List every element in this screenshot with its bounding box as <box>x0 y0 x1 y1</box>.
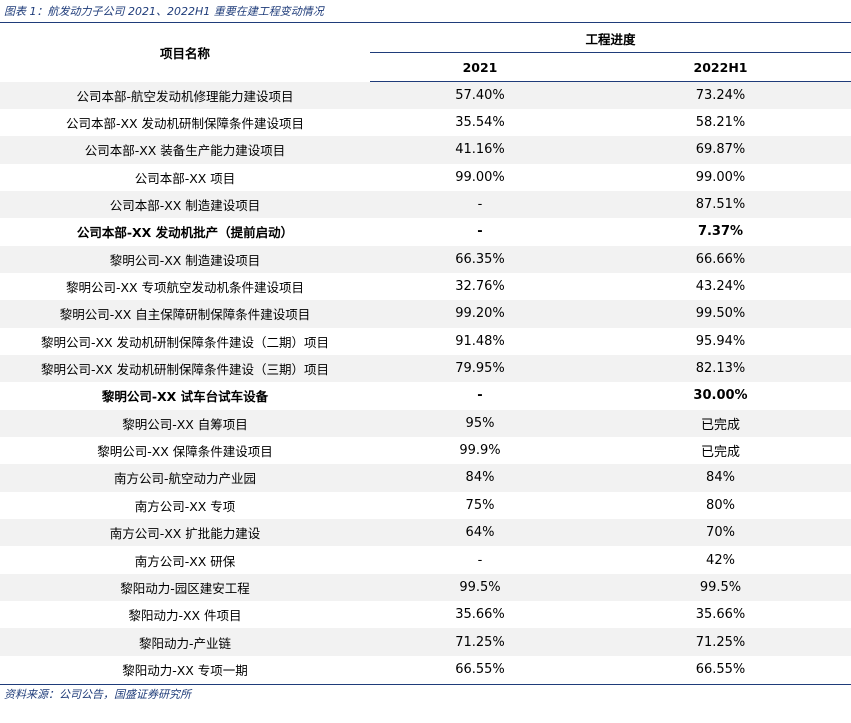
project-name: 南方公司-XX 扩批能力建设 <box>0 519 370 547</box>
project-name: 黎阳动力-产业链 <box>0 628 370 656</box>
progress-cell: 69.87% <box>590 136 851 164</box>
progress-cell: 35.66% <box>455 607 505 623</box>
project-name: 黎明公司-XX 保障条件建设项目 <box>97 444 273 460</box>
progress-cell: 58.21% <box>695 115 746 131</box>
header-cell: 2021 <box>370 52 590 82</box>
table-row: 黎明公司-XX 保障条件建设项目 99.9% 已完成 <box>0 437 851 464</box>
progress-cell: 99.20% <box>370 300 590 328</box>
project-name: 公司本部-XX 发动机批产（提前启动） <box>76 225 294 241</box>
table-row: 南方公司-XX 研保 - 42% <box>0 546 851 573</box>
progress-cell: 99.50% <box>590 300 851 328</box>
table-row: 公司本部-XX 项目 99.00% 99.00% <box>0 164 851 191</box>
header-cell: 工程进度 <box>370 24 851 53</box>
project-name: 黎明公司-XX 自主保障研制保障条件建设项目 <box>0 300 370 328</box>
progress-cell: 99.00% <box>455 169 505 185</box>
title: 图表 1：航发动力子公司 2021、2022H1 重要在建工程变动情况 <box>4 5 324 18</box>
table-row: 黎明公司-XX 发动机研制保障条件建设（二期）项目 91.48% 95.94% <box>0 328 851 355</box>
progress-cell: 99.00% <box>695 169 746 185</box>
progress-cell: 57.40% <box>370 81 590 109</box>
table-row: 公司本部-XX 装备生产能力建设项目 41.16% 69.87% <box>0 136 851 164</box>
table-row: 黎阳动力-XX 件项目 35.66% 35.66% <box>0 601 851 628</box>
progress-cell: 70% <box>590 519 851 547</box>
source: 资料来源：公司公告，国盛证券研究所 <box>4 688 191 701</box>
table-row: 黎明公司-XX 自筹项目 95% 已完成 <box>0 409 851 437</box>
progress-cell: - <box>477 552 483 568</box>
progress-cell: - <box>370 190 590 219</box>
table-row: 黎明公司-XX 自主保障研制保障条件建设项目 99.20% 99.50% <box>0 300 851 328</box>
table-row: 黎明公司-XX 制造建设项目 66.35% 66.66% <box>0 245 851 273</box>
table-row: 黎明公司-XX 试车台试车设备 - 30.00% <box>0 382 851 409</box>
progress-cell: 66.55% <box>455 661 505 677</box>
table-row: 黎明公司-XX 发动机研制保障条件建设（三期）项目 79.95% 82.13% <box>0 354 851 383</box>
progress-cell: 99.5% <box>590 573 851 602</box>
project-name: 黎明公司-XX 发动机研制保障条件建设（三期）项目 <box>0 354 370 383</box>
project-name: 公司本部-XX 发动机研制保障条件建设项目 <box>65 116 305 132</box>
progress-cell: 75% <box>465 497 495 513</box>
progress-cell: 32.76% <box>455 279 505 295</box>
table-row: 公司本部-XX 发动机研制保障条件建设项目 35.54% 58.21% <box>0 109 851 136</box>
progress-cell: 84% <box>590 464 851 492</box>
progress-cell: 66.35% <box>370 245 590 273</box>
project-name: 南方公司-航空动力产业园 <box>0 464 370 492</box>
progress-cell: 99.9% <box>459 443 501 459</box>
table-body: 公司本部-航空发动机修理能力建设项目 57.40% 73.24% 公司本部-XX 发动… <box>0 81 851 684</box>
progress-cell: 99.5% <box>370 573 590 602</box>
progress-cell: 35.54% <box>455 115 505 131</box>
table-row: 黎阳动力-XX 专项一期 66.55% 66.55% <box>0 656 851 683</box>
project-name: 公司本部-XX 装备生产能力建设项目 <box>0 136 370 164</box>
project-name: 黎明公司-XX 专项航空发动机条件建设项目 <box>65 280 305 296</box>
progress-cell: 95% <box>370 409 590 437</box>
progress-cell: 43.24% <box>695 279 746 295</box>
project-name: 黎明公司-XX 自筹项目 <box>0 409 370 437</box>
table: 项目名称 工程进度 2021 2022H1 公司本部-航空发动机修理能力建设项目… <box>0 24 851 683</box>
progress-cell: 79.95% <box>370 354 590 383</box>
table-row: 南方公司-XX 扩批能力建设 64% 70% <box>0 519 851 547</box>
progress-cell: 66.66% <box>590 245 851 273</box>
project-name: 南方公司-XX 专项 <box>134 498 236 514</box>
table-row: 南方公司-航空动力产业园 84% 84% <box>0 464 851 492</box>
table-row: 黎阳动力-产业链 71.25% 71.25% <box>0 628 851 656</box>
progress-cell: 87.51% <box>590 190 851 219</box>
progress-cell: - <box>477 388 483 404</box>
table-row: 公司本部-XX 发动机批产（提前启动） - 7.37% <box>0 218 851 245</box>
progress-cell: 已完成 <box>590 409 851 437</box>
project-name: 公司本部-XX 制造建设项目 <box>0 190 370 219</box>
progress-cell: 84% <box>370 464 590 492</box>
table-row: 南方公司-XX 专项 75% 80% <box>0 492 851 519</box>
rule <box>0 684 851 685</box>
progress-cell: 82.13% <box>590 354 851 383</box>
progress-cell: 91.48% <box>455 333 505 349</box>
table-row: 公司本部-XX 制造建设项目 -87.51% <box>0 190 851 219</box>
progress-cell: 80% <box>706 497 735 513</box>
progress-cell: 30.00% <box>693 388 748 404</box>
progress-cell: 64% <box>370 519 590 547</box>
project-name: 公司本部-XX 项目 <box>134 170 236 186</box>
progress-cell: 66.55% <box>695 661 746 677</box>
progress-cell: 71.25% <box>370 628 590 656</box>
progress-cell: 95.94% <box>695 333 746 349</box>
project-name: 黎阳动力-XX 专项一期 <box>122 662 248 678</box>
table-row: 黎阳动力-园区建安工程 99.5% 99.5% <box>0 573 851 602</box>
project-name: 黎阳动力-园区建安工程 <box>0 573 370 602</box>
progress-cell: 7.37% <box>697 224 744 240</box>
project-name: 黎明公司-XX 发动机研制保障条件建设（二期）项目 <box>40 334 330 350</box>
progress-cell: 41.16% <box>370 136 590 164</box>
progress-cell: 73.24% <box>590 81 851 109</box>
progress-cell: 71.25% <box>590 628 851 656</box>
project-name: 黎明公司-XX 制造建设项目 <box>0 245 370 273</box>
project-name: 南方公司-XX 研保 <box>134 553 236 569</box>
project-name: 公司本部-航空发动机修理能力建设项目 <box>0 81 370 109</box>
progress-cell: 35.66% <box>695 607 746 623</box>
progress-cell: 42% <box>706 552 735 568</box>
header-cell: 2022H1 <box>590 52 851 82</box>
header-cell: 项目名称 <box>159 46 210 62</box>
project-name: 黎明公司-XX 试车台试车设备 <box>101 389 269 405</box>
rule <box>0 22 851 23</box>
progress-cell: - <box>477 224 483 240</box>
table-row: 黎明公司-XX 专项航空发动机条件建设项目 32.76% 43.24% <box>0 273 851 300</box>
project-name: 黎阳动力-XX 件项目 <box>128 608 242 624</box>
progress-cell: 已完成 <box>701 445 741 461</box>
table-row: 公司本部-航空发动机修理能力建设项目 57.40% 73.24% <box>0 81 851 109</box>
